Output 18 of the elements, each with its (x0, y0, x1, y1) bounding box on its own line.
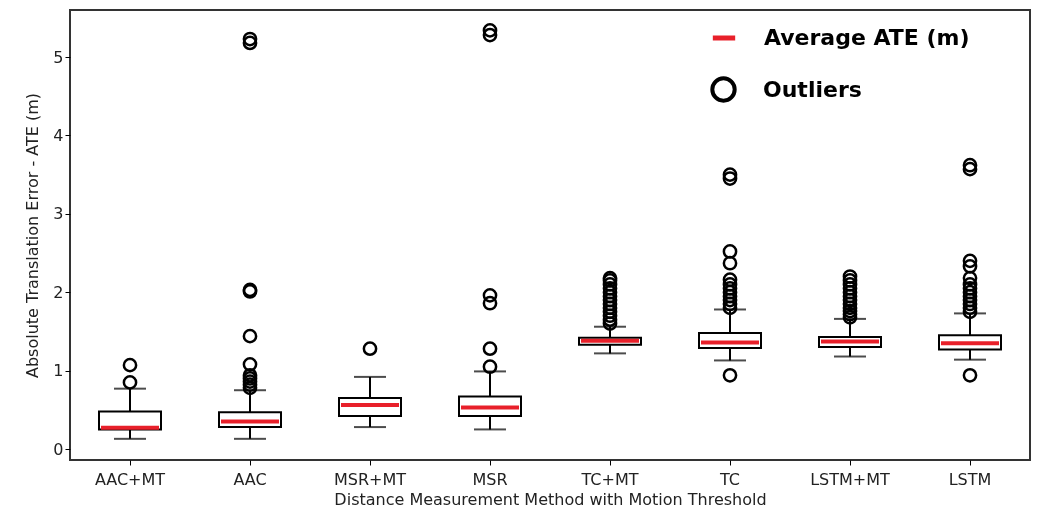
y-tick-label: 3 (53, 204, 64, 224)
x-tick-label: AAC (233, 469, 267, 489)
y-tick-label: 1 (53, 361, 64, 381)
y-axis-title: Absolute Translation Error - ATE (m) (23, 93, 43, 378)
y-tick-label: 5 (53, 47, 64, 67)
x-tick-label: LSTM (948, 469, 992, 489)
legend-label: Outliers (763, 76, 862, 102)
x-tick-label: MSR+MT (333, 469, 407, 489)
x-tick-label: MSR (472, 469, 508, 489)
x-tick-label: LSTM+MT (810, 469, 891, 489)
x-tick-label: TC (718, 469, 741, 489)
y-tick-label: 4 (53, 125, 64, 145)
legend-label: Average ATE (m) (764, 25, 970, 50)
x-tick-label: TC+MT (580, 469, 639, 489)
x-tick-label: AAC+MT (94, 469, 166, 489)
x-axis-title: Distance Measurement Method with Motion Threshold (334, 489, 767, 509)
y-tick-label: 0 (53, 439, 64, 459)
y-tick-label: 2 (53, 282, 64, 302)
